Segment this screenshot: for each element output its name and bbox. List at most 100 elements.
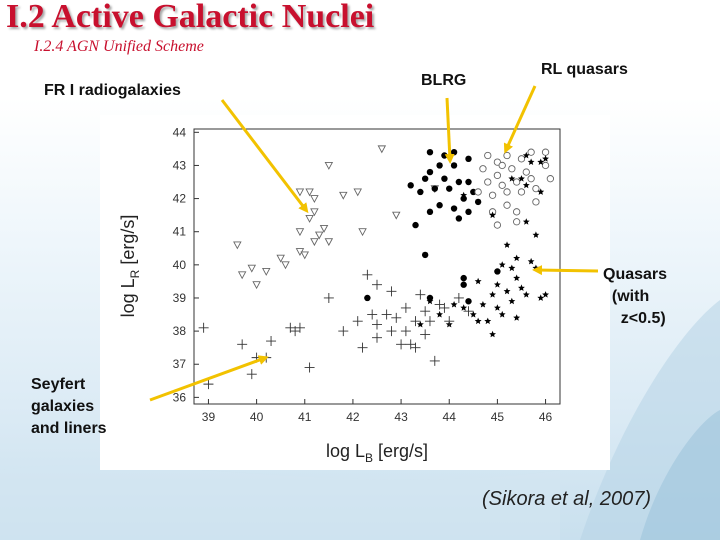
point-seyfert [429, 355, 440, 366]
point-fr1 [377, 145, 387, 154]
point-quasar [436, 310, 443, 318]
point-fr1 [261, 268, 271, 276]
point-fr1 [276, 254, 285, 263]
point-fr1 [247, 264, 257, 273]
point-fr1 [300, 251, 310, 260]
point-quasar [498, 310, 506, 318]
point-rl-quasar [541, 161, 550, 170]
point-quasar [527, 158, 535, 165]
point-rl-quasar [522, 168, 530, 176]
x-tick-label: 42 [346, 410, 360, 424]
point-fr1 [324, 161, 334, 170]
label-rl-quasars: RL quasars [541, 61, 628, 78]
point-rl-quasar [508, 165, 516, 173]
point-rl-quasar [513, 178, 521, 186]
point-blrg [426, 148, 434, 156]
point-quasar [508, 264, 516, 272]
point-fr1 [310, 195, 319, 204]
point-seyfert [304, 362, 315, 373]
point-quasar [498, 261, 506, 268]
point-rl-quasar [503, 188, 511, 196]
point-quasar [522, 291, 530, 298]
point-seyfert [372, 319, 382, 330]
point-seyfert [420, 306, 431, 317]
x-tick-label: 44 [443, 410, 457, 424]
x-tick-label: 43 [394, 410, 408, 424]
y-tick-label: 37 [173, 357, 187, 371]
point-blrg [412, 221, 419, 229]
point-rl-quasar [517, 188, 526, 196]
point-quasar [537, 158, 545, 165]
point-seyfert [323, 292, 334, 303]
point-blrg [465, 178, 472, 186]
point-blrg [431, 185, 438, 192]
point-quasar [503, 241, 511, 248]
point-quasar [494, 304, 501, 311]
slide-subtitle: I.2.4 AGN Unified Scheme [34, 38, 204, 55]
point-seyfert [463, 306, 474, 317]
point-seyfert [362, 269, 373, 280]
axis-ticks: 39 40 41 42 43 44 45 46 36 37 38 39 40 41 42 43 44 [173, 125, 553, 424]
point-blrg [465, 155, 472, 163]
point-seyfert [372, 332, 382, 343]
plot-frame [193, 128, 561, 405]
point-quasar [513, 274, 521, 281]
point-blrg [455, 178, 463, 186]
point-rl-quasar [532, 198, 540, 206]
point-blrg [364, 294, 371, 302]
point-seyfert [198, 322, 209, 333]
label-fr1: FR I radiogalaxies [44, 82, 181, 99]
point-fr1 [252, 281, 261, 290]
point-quasar [489, 211, 496, 219]
point-quasar [518, 284, 525, 291]
point-quasar [542, 291, 549, 298]
point-quasar [460, 191, 468, 199]
point-seyfert [367, 309, 378, 320]
point-quasar [513, 254, 521, 262]
point-seyfert [386, 326, 397, 337]
y-tick-label: 42 [173, 192, 187, 206]
point-quasar [426, 297, 434, 305]
point-rl-quasar [503, 201, 511, 209]
point-blrg [465, 298, 472, 305]
point-quasar [416, 320, 424, 328]
point-quasar [527, 257, 535, 265]
point-rl-quasar [517, 155, 526, 163]
point-seyfert [266, 336, 277, 347]
point-rl-quasar [503, 151, 511, 160]
point-quasar [460, 304, 468, 311]
point-fr1 [358, 228, 367, 237]
x-tick-label: 39 [202, 410, 216, 424]
point-fr1 [310, 238, 319, 247]
point-fr1 [237, 271, 247, 280]
point-fr1 [310, 208, 319, 217]
point-fr1 [392, 211, 401, 220]
point-rl-quasar [498, 181, 506, 189]
point-blrg [417, 188, 424, 196]
point-seyfert [338, 326, 349, 337]
point-quasar [522, 151, 530, 159]
point-blrg [436, 202, 443, 209]
point-quasar [508, 175, 516, 182]
point-blrg [494, 268, 501, 275]
point-quasar [518, 175, 525, 182]
point-seyfert [410, 342, 421, 353]
point-seyfert [352, 316, 363, 327]
point-quasar [537, 294, 545, 301]
point-fr1 [233, 241, 242, 250]
point-seyfert [391, 312, 402, 323]
point-rl-quasar [493, 171, 502, 180]
point-quasar [479, 301, 487, 308]
point-fr1 [305, 188, 314, 197]
point-rl-quasar [541, 148, 550, 156]
point-blrg [421, 175, 429, 182]
point-quasar [474, 277, 482, 285]
point-quasar [522, 181, 530, 189]
point-seyfert [372, 279, 382, 290]
point-blrg [450, 162, 458, 169]
point-rl-quasar [513, 218, 521, 226]
x-tick-label: 45 [491, 410, 505, 424]
y-tick-label: 40 [173, 258, 187, 272]
